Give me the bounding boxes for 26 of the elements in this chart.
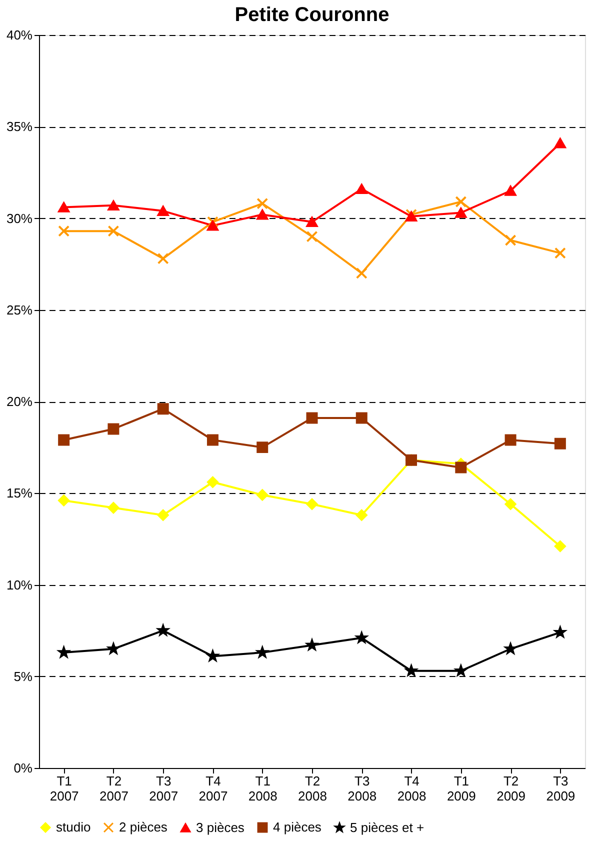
y-tick-label: 40% bbox=[6, 28, 33, 42]
x-tick-label: T4 2008 bbox=[397, 774, 426, 804]
legend-label: 4 pièces bbox=[273, 820, 322, 835]
y-tick-label: 20% bbox=[6, 394, 33, 409]
x-tick-label: T2 2009 bbox=[496, 774, 526, 804]
x-tick-label: T1 2009 bbox=[446, 774, 476, 804]
y-tick-label: 30% bbox=[6, 210, 33, 226]
y-tick-label: 15% bbox=[6, 486, 33, 501]
y-tick-label: 10% bbox=[6, 577, 33, 592]
y-tick-label: 35% bbox=[6, 119, 33, 134]
chart-title: Petite Couronne bbox=[234, 4, 390, 26]
x-tick-label: T1 2007 bbox=[50, 774, 79, 804]
legend-label: studio bbox=[56, 820, 91, 835]
x-tick-label: T1 2008 bbox=[248, 774, 278, 804]
y-tick-label: 0% bbox=[14, 760, 33, 776]
x-tick-label: T4 2007 bbox=[198, 774, 228, 804]
x-tick-label: T2 2008 bbox=[298, 774, 327, 804]
x-tick-label: T3 2009 bbox=[546, 774, 576, 804]
legend-label: 3 pièces bbox=[196, 820, 245, 835]
x-tick-label: T2 2007 bbox=[99, 774, 128, 804]
y-tick-label: 5% bbox=[14, 668, 33, 684]
x-tick-label: T3 2008 bbox=[348, 774, 377, 804]
x-tick-label: T3 2007 bbox=[149, 774, 178, 804]
legend-label: 5 pièces et + bbox=[350, 820, 424, 835]
legend-label: 2 pièces bbox=[119, 820, 168, 835]
y-tick-label: 25% bbox=[6, 302, 33, 318]
